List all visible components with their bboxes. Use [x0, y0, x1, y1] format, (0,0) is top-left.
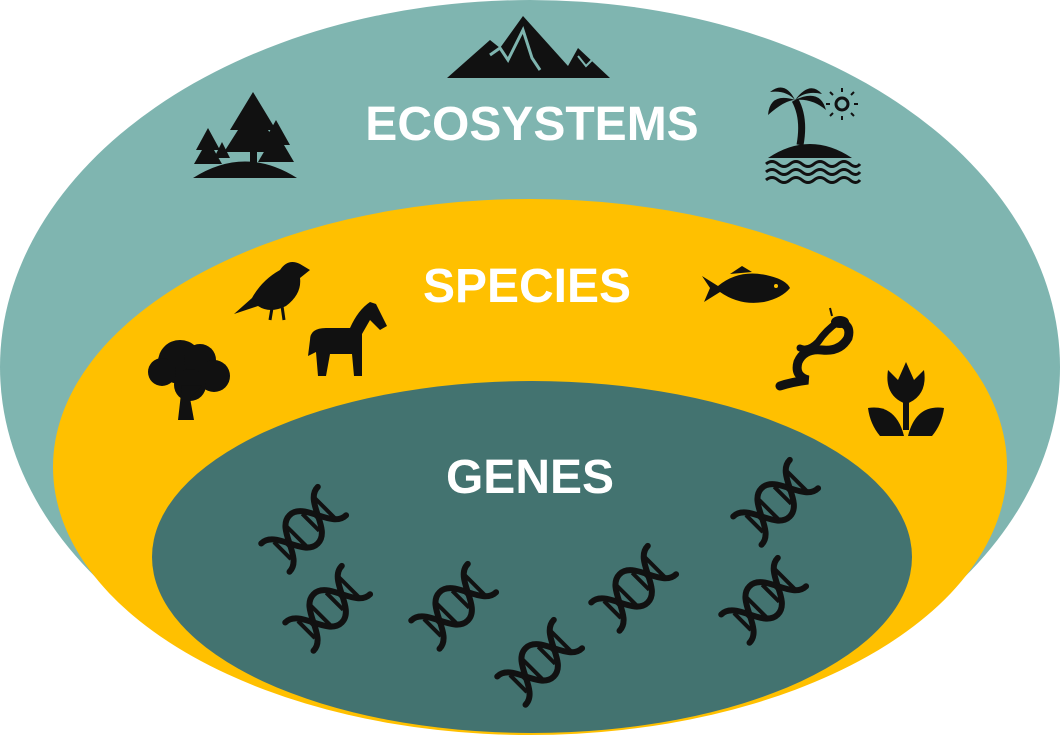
forest-icon [193, 92, 297, 178]
snake-icon [775, 307, 854, 391]
genes-label: GENES [446, 451, 614, 504]
species-label: SPECIES [423, 260, 631, 313]
island-icon [765, 87, 862, 184]
ecosystems-label: ECOSYSTEMS [365, 98, 698, 151]
tree-icon [148, 340, 230, 420]
genes-ellipse [152, 381, 912, 733]
mountain-icon [447, 16, 610, 78]
bird-icon [234, 262, 310, 321]
horse-icon [308, 302, 387, 376]
fish-icon [702, 266, 790, 303]
tulip-icon [868, 362, 944, 436]
